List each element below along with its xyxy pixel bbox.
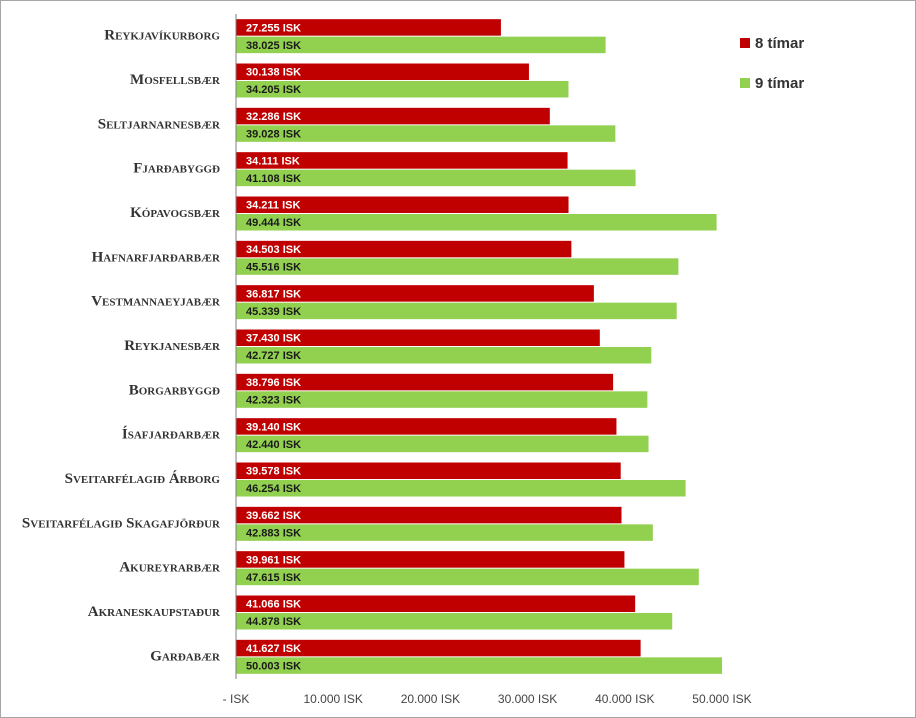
bar xyxy=(236,506,622,524)
value-label: 27.255 ISK xyxy=(246,22,301,34)
bar xyxy=(236,329,600,346)
value-label: 39.578 ISK xyxy=(246,466,301,478)
x-tick-label: 30.000 ISK xyxy=(498,692,557,706)
legend-label: 9 tímar xyxy=(755,75,804,92)
bar xyxy=(236,36,606,54)
bar xyxy=(236,81,569,98)
value-label: 39.662 ISK xyxy=(246,510,301,522)
bar xyxy=(236,196,569,213)
value-label: 39.961 ISK xyxy=(246,554,301,566)
bar xyxy=(236,63,529,80)
x-tick-label: 50.000 ISK xyxy=(692,692,751,706)
value-label: 41.627 ISK xyxy=(246,643,301,655)
y-tick-label: Vestmannaeyjabær xyxy=(91,294,221,310)
y-tick-label: Akraneskaupstaður xyxy=(88,604,221,620)
value-label: 38.025 ISK xyxy=(246,40,301,52)
y-tick-label: Mosfellsbær xyxy=(130,72,221,88)
bar xyxy=(236,639,641,657)
value-label: 46.254 ISK xyxy=(246,483,301,495)
value-label: 32.286 ISK xyxy=(246,111,301,123)
bar xyxy=(236,347,652,364)
y-tick-label: Sveitarfélagið Skagafjörður xyxy=(22,515,221,531)
value-label: 37.430 ISK xyxy=(246,333,301,345)
y-tick-label: Fjarðabyggð xyxy=(133,161,220,177)
bar xyxy=(236,258,679,275)
bar xyxy=(236,240,572,258)
value-label: 44.878 ISK xyxy=(246,616,301,628)
y-tick-label: Borgarbyggð xyxy=(129,382,220,398)
y-tick-label: Sveitarfélagið Árborg xyxy=(65,470,221,487)
x-tick-label: 40.000 ISK xyxy=(595,692,654,706)
value-label: 39.140 ISK xyxy=(246,421,301,433)
bar xyxy=(236,125,616,142)
bar xyxy=(236,435,649,453)
bar xyxy=(236,462,621,479)
bar xyxy=(236,373,614,391)
legend-swatch xyxy=(740,38,750,48)
value-label: 34.111 ISK xyxy=(246,155,300,167)
x-tick-label: 10.000 ISK xyxy=(304,692,363,706)
bar xyxy=(236,169,636,187)
value-label: 34.205 ISK xyxy=(246,84,301,96)
y-tick-label: Akureyrarbær xyxy=(119,560,221,576)
value-label: 42.727 ISK xyxy=(246,350,301,362)
y-tick-label: Kópavogsbær xyxy=(130,205,221,221)
value-label: 34.211 ISK xyxy=(246,200,300,212)
bar xyxy=(236,568,699,586)
bar xyxy=(236,551,625,568)
value-label: 34.503 ISK xyxy=(246,244,301,256)
x-tick-label: - ISK xyxy=(223,692,250,706)
value-label: 42.440 ISK xyxy=(246,439,301,451)
bar xyxy=(236,595,636,612)
y-tick-label: Garðabær xyxy=(150,648,221,664)
y-tick-label: Hafnarfjarðarbær xyxy=(92,249,221,265)
value-label: 50.003 ISK xyxy=(246,660,301,672)
bar xyxy=(236,285,594,302)
y-tick-label: Reykjanesbær xyxy=(124,338,221,354)
legend-label: 8 tímar xyxy=(755,35,804,52)
bar xyxy=(236,152,568,169)
value-label: 30.138 ISK xyxy=(246,67,301,79)
value-label: 45.339 ISK xyxy=(246,306,301,318)
bar xyxy=(236,19,501,36)
value-label: 36.817 ISK xyxy=(246,288,301,300)
y-tick-label: Reykjavíkurborg xyxy=(104,28,220,44)
y-tick-label: Seltjarnarnesbær xyxy=(98,116,221,132)
bar xyxy=(236,613,673,630)
value-label: 49.444 ISK xyxy=(246,217,301,229)
value-label: 45.516 ISK xyxy=(246,261,301,273)
bar xyxy=(236,302,677,320)
bar xyxy=(236,480,686,497)
value-label: 42.323 ISK xyxy=(246,394,301,406)
x-tick-label: 20.000 ISK xyxy=(401,692,460,706)
value-label: 42.883 ISK xyxy=(246,527,301,539)
bar xyxy=(236,657,723,674)
bar xyxy=(236,418,617,435)
value-label: 38.796 ISK xyxy=(246,377,301,389)
bar xyxy=(236,391,648,408)
legend-swatch xyxy=(740,78,750,88)
value-label: 47.615 ISK xyxy=(246,572,301,584)
bar xyxy=(236,524,653,541)
bar xyxy=(236,214,717,231)
value-label: 41.108 ISK xyxy=(246,173,301,185)
value-label: 41.066 ISK xyxy=(246,599,301,611)
bar xyxy=(236,107,550,125)
y-tick-label: Ísafjarðarbær xyxy=(122,426,221,443)
value-label: 39.028 ISK xyxy=(246,128,301,140)
